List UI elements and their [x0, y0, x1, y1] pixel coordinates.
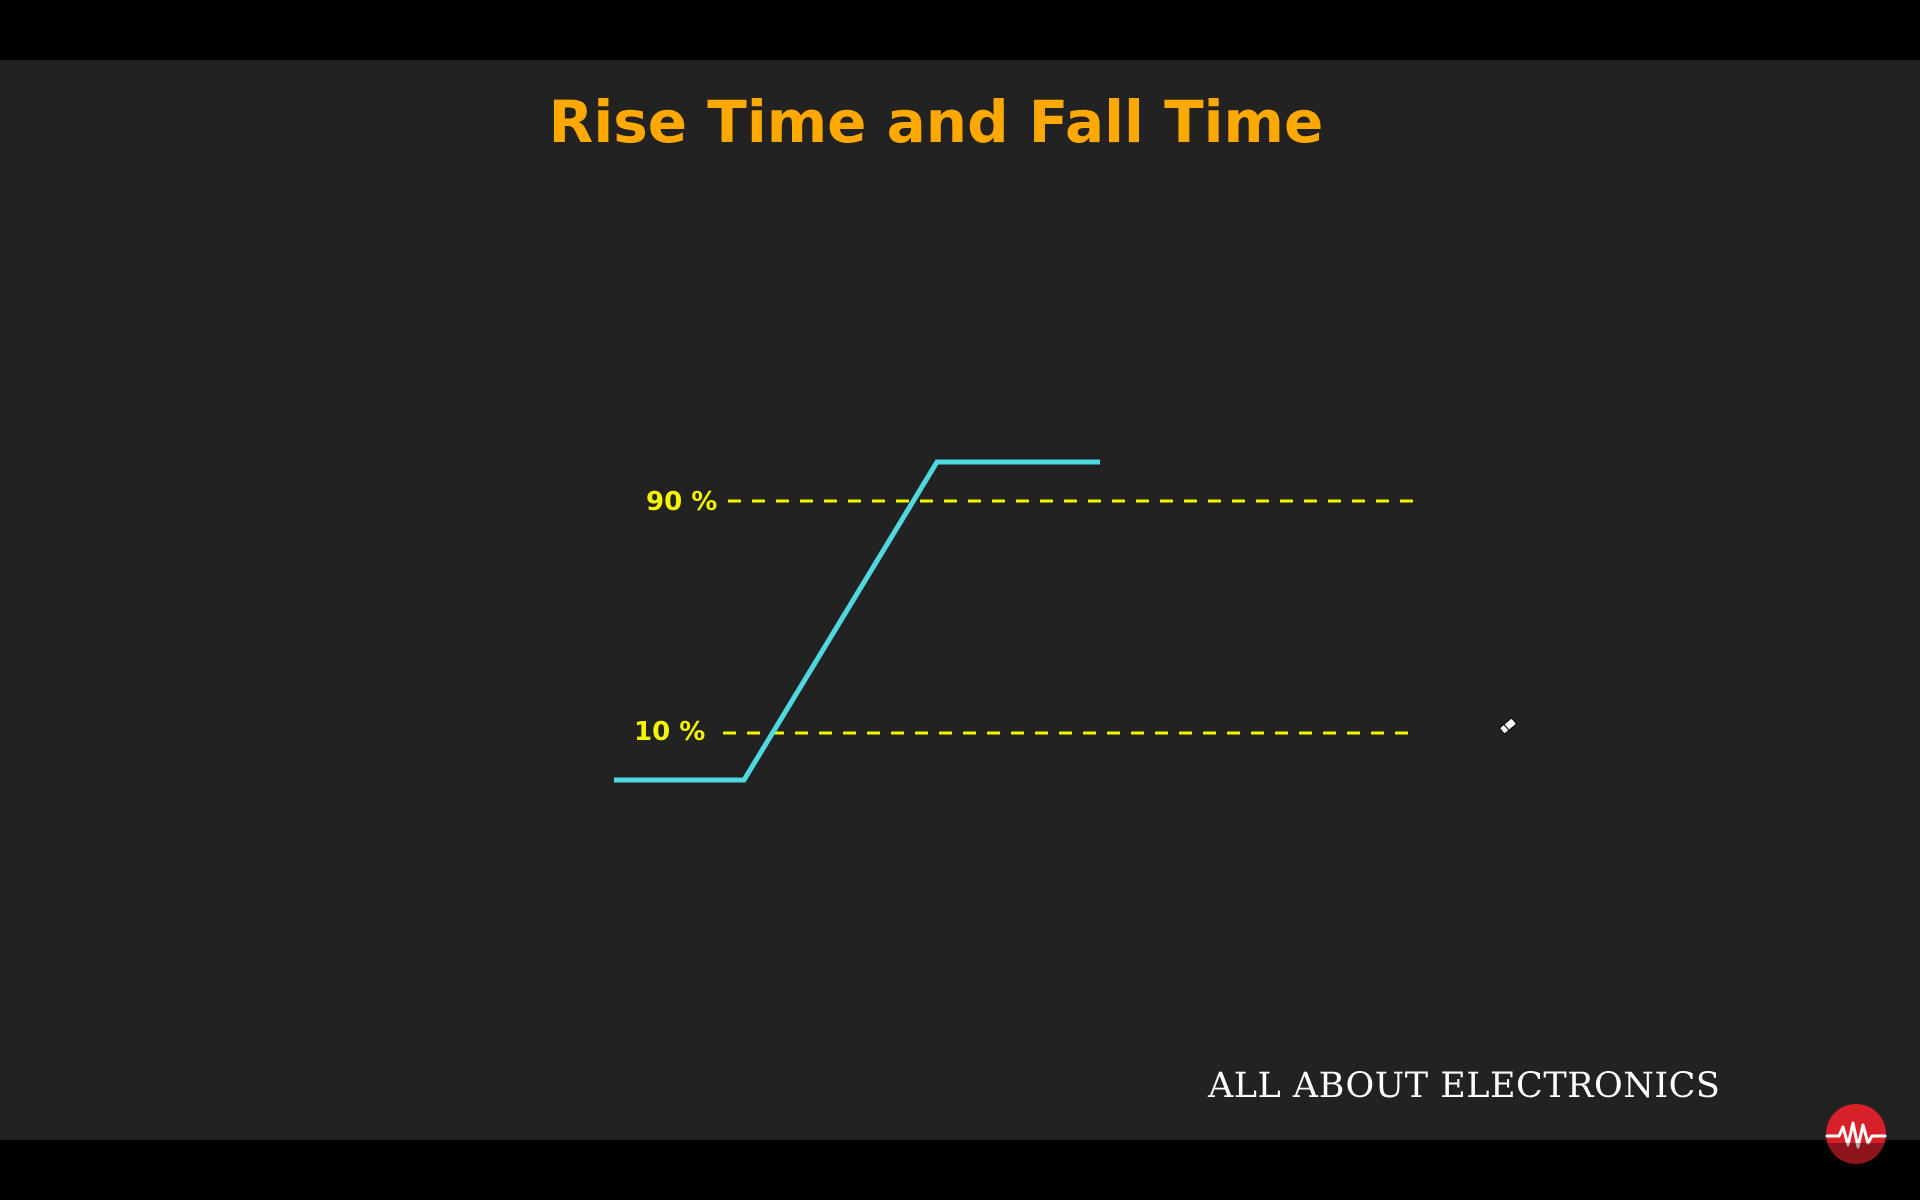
- rising-edge-waveform: [614, 459, 1100, 783]
- level-label-90: 90 %: [646, 487, 717, 517]
- slide-canvas: [0, 60, 1920, 1140]
- eraser-cursor-icon: [1499, 717, 1517, 735]
- level-label-10: 10 %: [634, 717, 705, 747]
- slide-title: Rise Time and Fall Time: [548, 88, 1324, 156]
- brand-watermark: ALL ABOUT ELECTRONICS: [1208, 1066, 1721, 1106]
- waveform-logo-icon[interactable]: [1825, 1103, 1887, 1165]
